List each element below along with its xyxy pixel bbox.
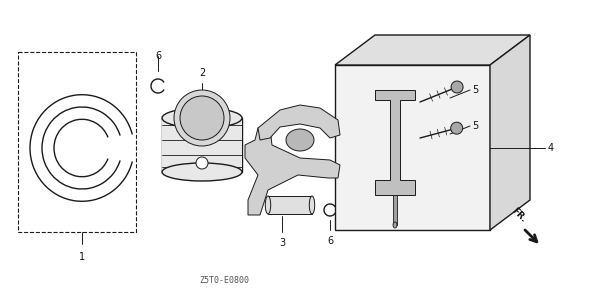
Polygon shape (162, 118, 242, 172)
Text: 6: 6 (155, 51, 161, 61)
Text: 6: 6 (327, 236, 333, 246)
Ellipse shape (393, 222, 397, 228)
Text: 2: 2 (199, 68, 205, 78)
Polygon shape (375, 90, 415, 195)
Ellipse shape (162, 108, 242, 128)
Text: 1: 1 (79, 252, 85, 262)
Polygon shape (393, 195, 397, 225)
Text: 4: 4 (548, 143, 554, 153)
Circle shape (180, 96, 224, 140)
Polygon shape (335, 35, 530, 65)
Polygon shape (335, 65, 490, 230)
Text: Z5T0-E0800: Z5T0-E0800 (199, 276, 249, 285)
Polygon shape (245, 128, 340, 215)
Text: 3: 3 (279, 238, 285, 248)
Circle shape (451, 81, 463, 93)
Text: 5: 5 (472, 85, 478, 95)
Circle shape (451, 122, 463, 134)
Circle shape (174, 90, 230, 146)
Ellipse shape (286, 129, 314, 151)
Circle shape (196, 157, 208, 169)
Ellipse shape (266, 196, 271, 214)
Ellipse shape (309, 196, 314, 214)
Bar (18, 52, 136, 232)
Ellipse shape (162, 163, 242, 181)
Text: FR.: FR. (510, 206, 528, 224)
Polygon shape (268, 196, 312, 214)
Polygon shape (490, 35, 530, 230)
Text: 5: 5 (472, 121, 478, 131)
Polygon shape (258, 105, 340, 140)
